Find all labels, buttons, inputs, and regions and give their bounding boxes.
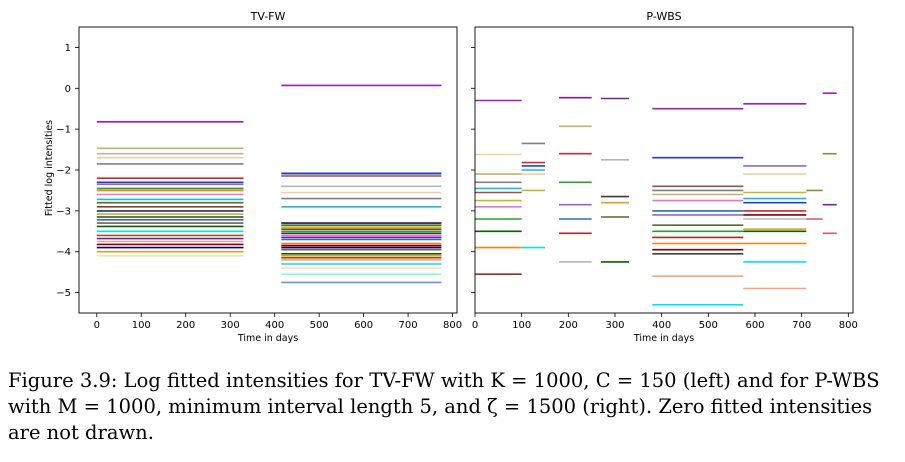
x-tick-label: 500 <box>310 320 329 331</box>
figure: TV-FW Time in days Fitted log intensitie… <box>44 10 858 344</box>
y-tick-label: −3 <box>56 206 71 217</box>
axes-frame <box>78 26 458 314</box>
figure-caption: Figure 3.9: Log fitted intensities for T… <box>8 369 880 444</box>
x-tick-label: 300 <box>221 320 240 331</box>
plot-area <box>96 84 442 284</box>
x-tick-label: 200 <box>176 320 195 331</box>
y-axis-label: Fitted log intensities <box>44 120 55 216</box>
panel-p-wbs: P-WBS Time in days 0 100 200 300 400 500 600 70… <box>471 10 858 344</box>
x-tick-label: 400 <box>652 320 671 331</box>
axis-ticks: 0 100 200 300 400 500 600 700 800 <box>471 47 858 331</box>
x-tick-label: 200 <box>559 320 578 331</box>
x-tick-label: 400 <box>265 320 284 331</box>
x-tick-label: 0 <box>94 320 100 331</box>
y-tick-label: −2 <box>56 166 71 177</box>
x-tick-label: 600 <box>745 320 764 331</box>
y-tick-label: −1 <box>56 125 71 136</box>
x-tick-label: 700 <box>399 320 418 331</box>
y-tick-label: −5 <box>56 288 71 299</box>
x-tick-label: 100 <box>132 320 151 331</box>
x-tick-label: 300 <box>605 320 624 331</box>
x-axis-label: Time in days <box>633 333 694 344</box>
x-tick-label: 800 <box>839 320 858 331</box>
x-tick-label: 100 <box>512 320 531 331</box>
axis-ticks: 0 100 200 300 400 500 600 700 800 1 0 −1 −2 −3 −4 −5 <box>56 43 462 331</box>
x-tick-label: 700 <box>792 320 811 331</box>
x-axis-label: Time in days <box>237 333 298 344</box>
y-tick-label: 0 <box>65 84 71 95</box>
chart-title: P-WBS <box>646 10 681 23</box>
x-tick-label: 0 <box>472 320 478 331</box>
chart-title: TV-FW <box>250 10 286 23</box>
y-tick-label: −4 <box>56 247 71 258</box>
x-tick-label: 800 <box>443 320 462 331</box>
panel-tv-fw: TV-FW Time in days Fitted log intensitie… <box>44 10 462 344</box>
x-tick-label: 600 <box>354 320 373 331</box>
y-tick-label: 1 <box>65 43 71 54</box>
plot-area <box>475 92 837 306</box>
axes-frame <box>474 26 854 314</box>
x-tick-label: 500 <box>699 320 718 331</box>
